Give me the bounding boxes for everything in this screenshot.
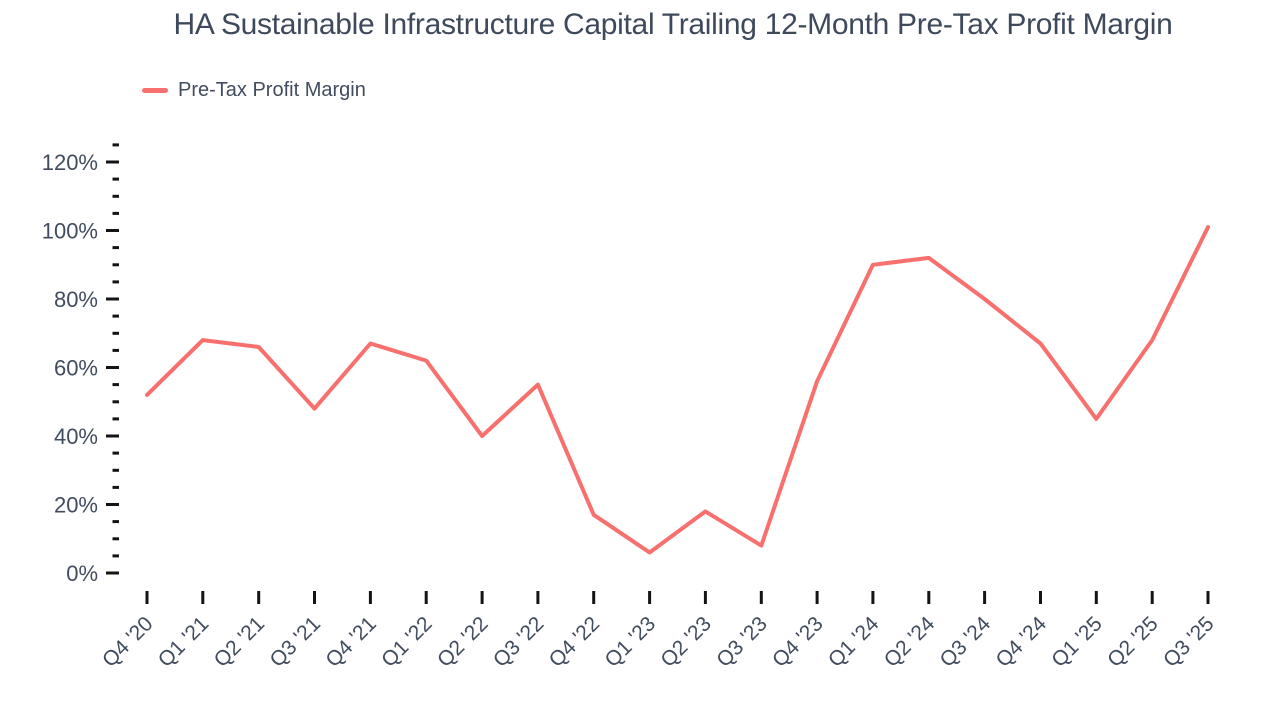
- x-tick-label: Q2 '21: [210, 612, 270, 672]
- x-tick-label: Q4 '24: [991, 612, 1051, 672]
- x-tick-label: Q4 '20: [98, 612, 158, 672]
- legend-series-label: Pre-Tax Profit Margin: [178, 79, 366, 101]
- x-tick-label: Q3 '22: [489, 612, 549, 672]
- x-tick-label: Q3 '25: [1159, 612, 1219, 672]
- y-tick-label: 0%: [66, 561, 98, 586]
- x-tick-label: Q4 '21: [321, 612, 381, 672]
- x-tick-label: Q2 '24: [880, 612, 940, 672]
- y-tick-label: 60%: [54, 356, 98, 381]
- legend: Pre-Tax Profit Margin: [142, 79, 366, 102]
- chart-title: HA Sustainable Infrastructure Capital Tr…: [173, 8, 1173, 41]
- legend-line-swatch: [142, 88, 168, 93]
- x-tick-label: Q3 '24: [936, 612, 996, 672]
- x-tick-label: Q4 '22: [545, 612, 605, 672]
- y-tick-label: 40%: [54, 424, 98, 449]
- x-tick-label: Q1 '22: [377, 612, 437, 672]
- y-tick-label: 80%: [54, 287, 98, 312]
- x-tick-label: Q2 '23: [656, 612, 716, 672]
- x-tick-label: Q2 '22: [433, 612, 493, 672]
- y-tick-label: 20%: [54, 493, 98, 518]
- x-tick-label: Q1 '21: [154, 612, 214, 672]
- x-tick-label: Q2 '25: [1103, 612, 1163, 672]
- x-tick-label: Q1 '24: [824, 612, 884, 672]
- x-tick-label: Q4 '23: [768, 612, 828, 672]
- x-tick-label: Q3 '21: [265, 612, 325, 672]
- y-tick-label: 100%: [42, 219, 98, 244]
- y-axis: 0% 20% 40% 60% 80% 100% 120%: [42, 143, 119, 586]
- series-line: [145, 225, 1210, 555]
- x-tick-label: Q1 '23: [601, 612, 661, 672]
- y-tick-label: 120%: [42, 150, 98, 175]
- x-tick-label: Q1 '25: [1047, 612, 1107, 672]
- x-tick-label: Q3 '23: [712, 612, 772, 672]
